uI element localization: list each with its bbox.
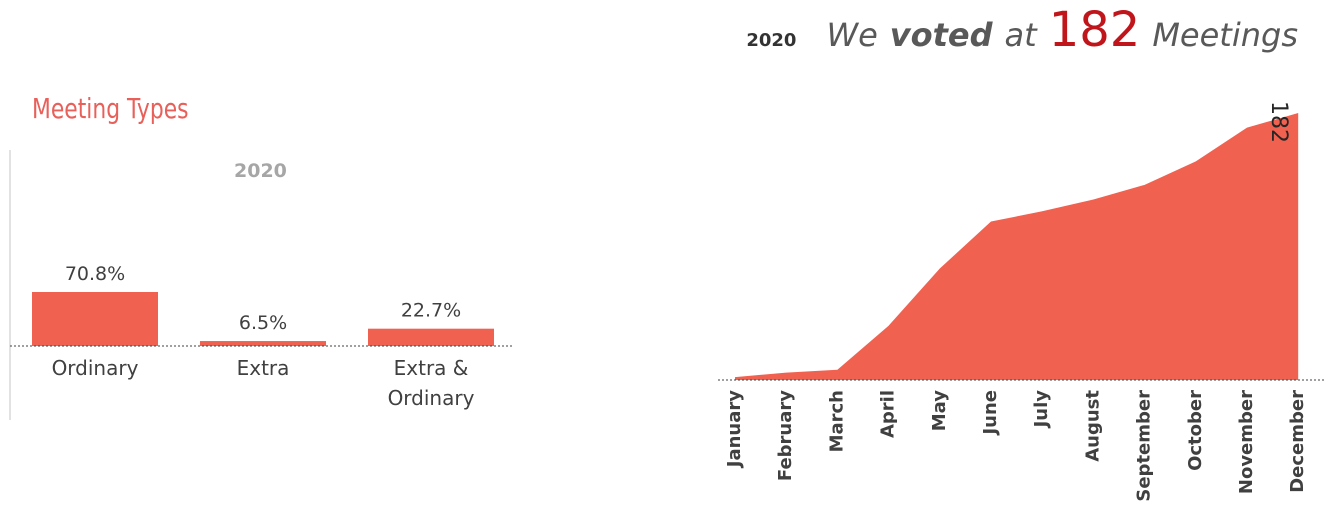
headline-word: We <box>826 16 878 54</box>
headline-word: at <box>1004 16 1037 54</box>
x-tick-label: Extra <box>236 356 290 380</box>
chart-subtitle: 2020 <box>234 160 287 182</box>
x-tick-label: Ordinary <box>51 356 139 380</box>
headline-year: 2020 <box>746 30 797 51</box>
x-tick-label: August <box>1082 390 1103 462</box>
x-tick-label: June <box>980 390 1001 437</box>
bar <box>32 292 158 346</box>
headline-number: 182 <box>1048 2 1141 58</box>
bar <box>200 341 326 346</box>
x-tick-label: March <box>826 390 847 452</box>
x-tick-label: November <box>1236 390 1257 494</box>
value-label: 22.7% <box>401 300 461 322</box>
value-label: 70.8% <box>65 263 125 285</box>
annotation: 182 <box>1266 101 1291 143</box>
x-tick-label: January <box>724 390 745 469</box>
x-tick-label: Extra & Ordinary <box>387 356 475 410</box>
bar <box>368 328 494 346</box>
x-tick-label: April <box>878 390 899 438</box>
x-tick-label: December <box>1287 390 1308 493</box>
headline: 2020 We voted at 182 Meetings <box>746 2 1298 58</box>
x-tick-label: July <box>1031 390 1052 430</box>
headline-word: voted <box>889 16 993 54</box>
x-tick-label: September <box>1134 390 1155 502</box>
area <box>735 113 1299 380</box>
x-tick-label: October <box>1185 390 1206 471</box>
chart-title: Meeting Types <box>32 92 189 125</box>
headline-word: Meetings <box>1152 16 1298 54</box>
x-tick-label: February <box>775 390 796 481</box>
value-label: 6.5% <box>239 312 287 334</box>
x-tick-label: May <box>929 390 950 432</box>
